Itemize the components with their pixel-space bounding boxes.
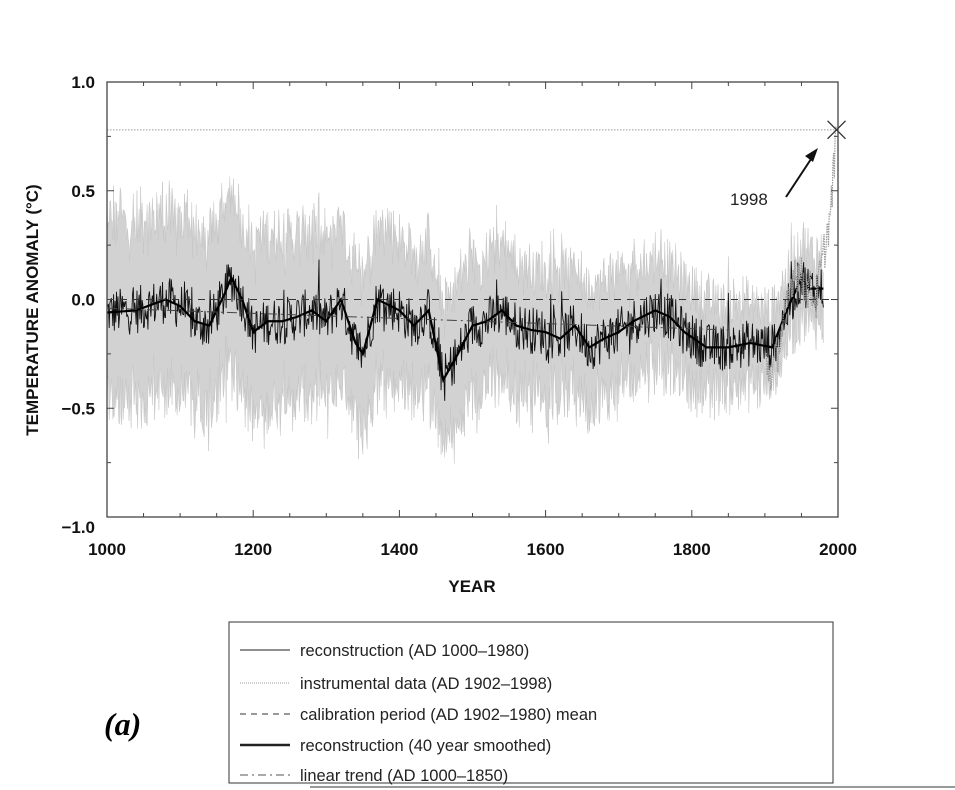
y-tick-label: 0.0 (71, 291, 95, 310)
x-tick-label: 1600 (527, 540, 565, 559)
plot-area: 1000 1200 1400 1600 1800 2000 1.0 0.5 0.0 −0.5 −1.… (61, 73, 856, 559)
x-tick-label: 1400 (380, 540, 418, 559)
annotation-arrowhead (805, 148, 818, 162)
linear-trend-line (106, 307, 729, 331)
instrumental-line (765, 126, 838, 391)
marker-1998 (827, 120, 846, 140)
legend-label-instrumental: instrumental data (AD 1902–1998) (300, 675, 552, 693)
y-tick-label: 0.5 (71, 182, 95, 201)
smoothed-reconstruction-line (106, 275, 824, 384)
legend-label-smoothed: reconstruction (40 year smoothed) (300, 737, 551, 755)
y-tick-label: −1.0 (61, 518, 95, 537)
x-axis-label: YEAR (448, 577, 495, 596)
x-tick-label: 1800 (673, 540, 711, 559)
annotation-1998: 1998 (730, 190, 768, 209)
x-tick-label: 2000 (819, 540, 857, 559)
legend-box (228, 621, 834, 784)
legend-label-linear-trend: linear trend (AD 1000–1850) (300, 767, 508, 785)
y-tick-label: 1.0 (71, 73, 95, 92)
x-tick-label: 1000 (88, 540, 126, 559)
reconstruction-line (106, 259, 824, 401)
x-tick-label: 1200 (234, 540, 272, 559)
y-tick-label: −0.5 (61, 399, 95, 418)
panel-label: (a) (104, 706, 141, 742)
annotation-arrow (785, 152, 816, 198)
legend-label-calibration-mean: calibration period (AD 1902–1980) mean (300, 706, 597, 724)
y-axis-label: TEMPERATURE ANOMALY (°C) (23, 184, 42, 435)
legend: reconstruction (AD 1000–1980) instrument… (228, 621, 834, 785)
legend-label-reconstruction: reconstruction (AD 1000–1980) (300, 642, 529, 660)
uncertainty-band (106, 176, 824, 464)
